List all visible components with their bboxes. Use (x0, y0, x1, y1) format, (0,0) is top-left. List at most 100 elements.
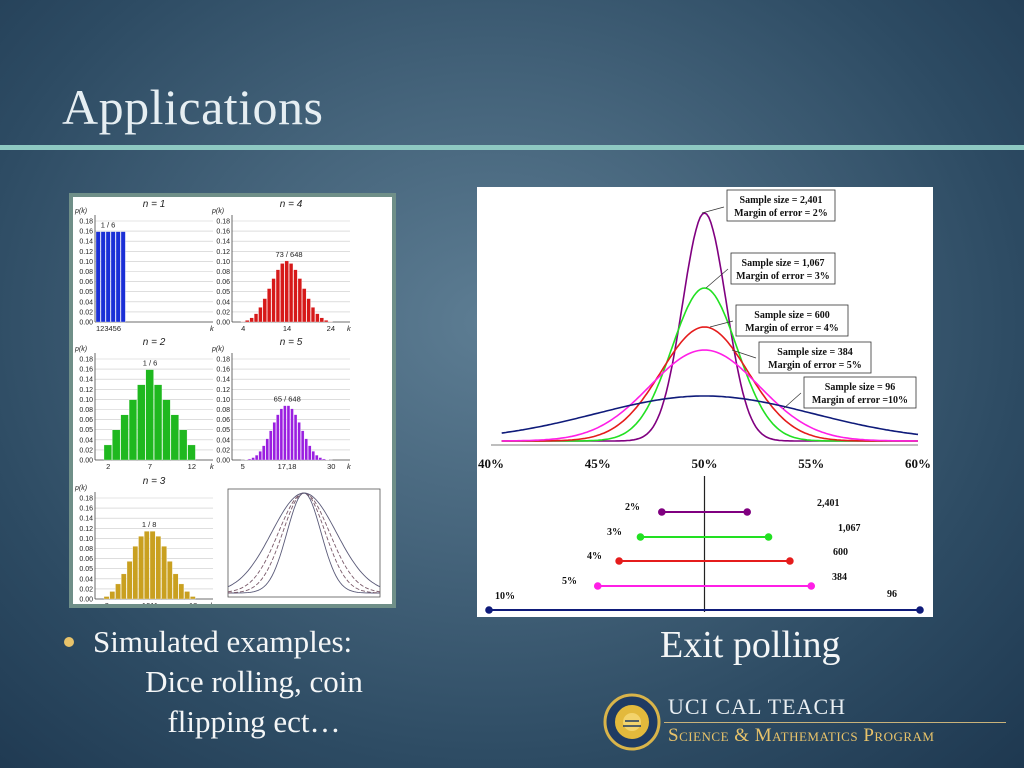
histogram-bar (297, 422, 301, 461)
histogram-bar (293, 269, 298, 323)
interval-endpoint (786, 557, 794, 565)
x-axis-label: k (210, 601, 215, 604)
histogram-bar (271, 278, 276, 323)
histogram-bar (265, 438, 269, 461)
y-tick-label: 0.04 (79, 437, 93, 444)
overlay-curves-chart (227, 488, 381, 598)
histogram-bar (258, 451, 262, 461)
histogram-bar (293, 414, 298, 461)
y-tick-label: 0.06 (79, 279, 93, 286)
y-tick-label: 0.10 (79, 536, 93, 543)
y-tick-label: 0.05 (216, 289, 230, 296)
x-tick-label: 1011 (142, 601, 158, 604)
chart-title: n = 1 (143, 199, 166, 210)
histogram-bar (322, 458, 326, 461)
overlay-curve (227, 492, 381, 588)
callout-text: Sample size = 96 (825, 382, 895, 393)
peak-annotation: 1 / 6 (101, 221, 116, 230)
histogram-bar (324, 320, 329, 323)
y-tick-label: 0.06 (79, 556, 93, 563)
y-tick-label: 0.18 (216, 357, 230, 364)
x-axis-label: k (210, 462, 215, 471)
interval-endpoint (916, 606, 924, 614)
histogram-bar (112, 429, 121, 461)
histogram-bar (149, 531, 156, 600)
y-tick-label: 0.04 (216, 437, 230, 444)
histogram-bar (103, 444, 112, 461)
moe-label: 5% (562, 576, 577, 587)
y-tick-label: 0.05 (79, 566, 93, 573)
interval-endpoint (485, 606, 493, 614)
y-tick-label: 0.18 (79, 219, 93, 226)
histogram-bar (301, 430, 305, 461)
interval-endpoint (636, 533, 645, 541)
callout-text: Sample size = 600 (754, 310, 829, 321)
histogram-bar (109, 591, 116, 600)
histogram-bar (167, 561, 173, 600)
callout-leader (709, 320, 734, 328)
y-tick-label: 0.08 (79, 546, 93, 553)
histogram-bar (126, 561, 133, 600)
histogram-bar (262, 445, 266, 461)
x-tick-label: 7 (148, 462, 152, 471)
exit-polling-caption: Exit polling (660, 624, 841, 666)
sample-distribution-curve (501, 395, 919, 436)
histogram-bar (276, 414, 280, 461)
interval-endpoint (658, 508, 666, 516)
y-tick-label: 0.02 (216, 447, 230, 454)
y-tick-label: 0.12 (79, 387, 93, 394)
x-tick-label: 14 (283, 324, 291, 333)
logo-subtitle: Science & Mathematics Program (668, 725, 935, 746)
histogram-bar (172, 573, 179, 600)
moe-label: 2% (625, 502, 640, 513)
y-tick-label: 0.10 (216, 397, 230, 404)
callout-leader (782, 392, 802, 410)
y-tick-label: 0.00 (79, 458, 93, 465)
mini-chart: n = 3 p(k) 0.18 0.16 0.14 0.12 0.10 0.08 0.06 0.0… (74, 476, 215, 610)
y-tick-label: 0.18 (79, 357, 93, 364)
slide-title: Applications (62, 79, 324, 135)
histogram-bar (162, 399, 171, 461)
y-tick-label: 0.04 (216, 299, 230, 306)
y-axis-label: p(k) (74, 346, 87, 353)
histogram-bar (103, 596, 110, 600)
histogram-bar (145, 369, 154, 461)
histogram-bar (110, 231, 116, 323)
histogram-bar (121, 573, 127, 600)
y-tick-label: 0.05 (79, 289, 93, 296)
university-seal-icon (603, 693, 661, 751)
x-axis-label: k (210, 324, 215, 333)
exit-polling-chart: 40% 45% 50% 55% 60% Sample size = 2,401 Margin… (478, 189, 931, 614)
x-axis-label: k (347, 462, 352, 471)
sample-distribution-curve (501, 326, 918, 442)
x-tick-label: 45% (585, 456, 611, 471)
interval-endpoint (743, 508, 751, 516)
chart-title: n = 2 (143, 337, 166, 348)
x-tick-label: 40% (478, 456, 504, 471)
x-tick-label: 17,18 (278, 462, 297, 471)
y-tick-label: 0.04 (79, 576, 93, 583)
histogram-bar (262, 298, 267, 323)
y-axis-label: p(k) (74, 208, 87, 215)
y-tick-label: 0.16 (216, 229, 230, 236)
moe-label: 4% (587, 551, 602, 562)
y-axis-label: p(k) (211, 346, 224, 353)
bullet-dot-icon (64, 637, 74, 647)
histogram-bar (137, 384, 146, 461)
histogram-bar (254, 454, 259, 461)
sample-distribution-curve (501, 349, 918, 442)
x-tick-label: 12 (188, 462, 196, 471)
histogram-bar (267, 288, 272, 323)
overlay-frame (227, 488, 381, 598)
x-tick-label: 50% (692, 456, 718, 471)
title-divider (0, 145, 1024, 150)
histogram-bar (310, 307, 316, 323)
callout-box (735, 304, 849, 337)
y-tick-label: 0.06 (216, 417, 230, 424)
x-tick-label: 4 (241, 324, 245, 333)
dice-distribution-panel: n = 1 p(k) 0.18 0.16 0.14 0.12 0.10 0.08 0.06 0.0… (69, 193, 396, 610)
y-tick-label: 0.16 (216, 367, 230, 374)
x-tick-label: 5 (241, 462, 245, 471)
x-tick-label: 55% (798, 456, 824, 471)
peak-annotation: 65 / 648 (274, 395, 301, 404)
